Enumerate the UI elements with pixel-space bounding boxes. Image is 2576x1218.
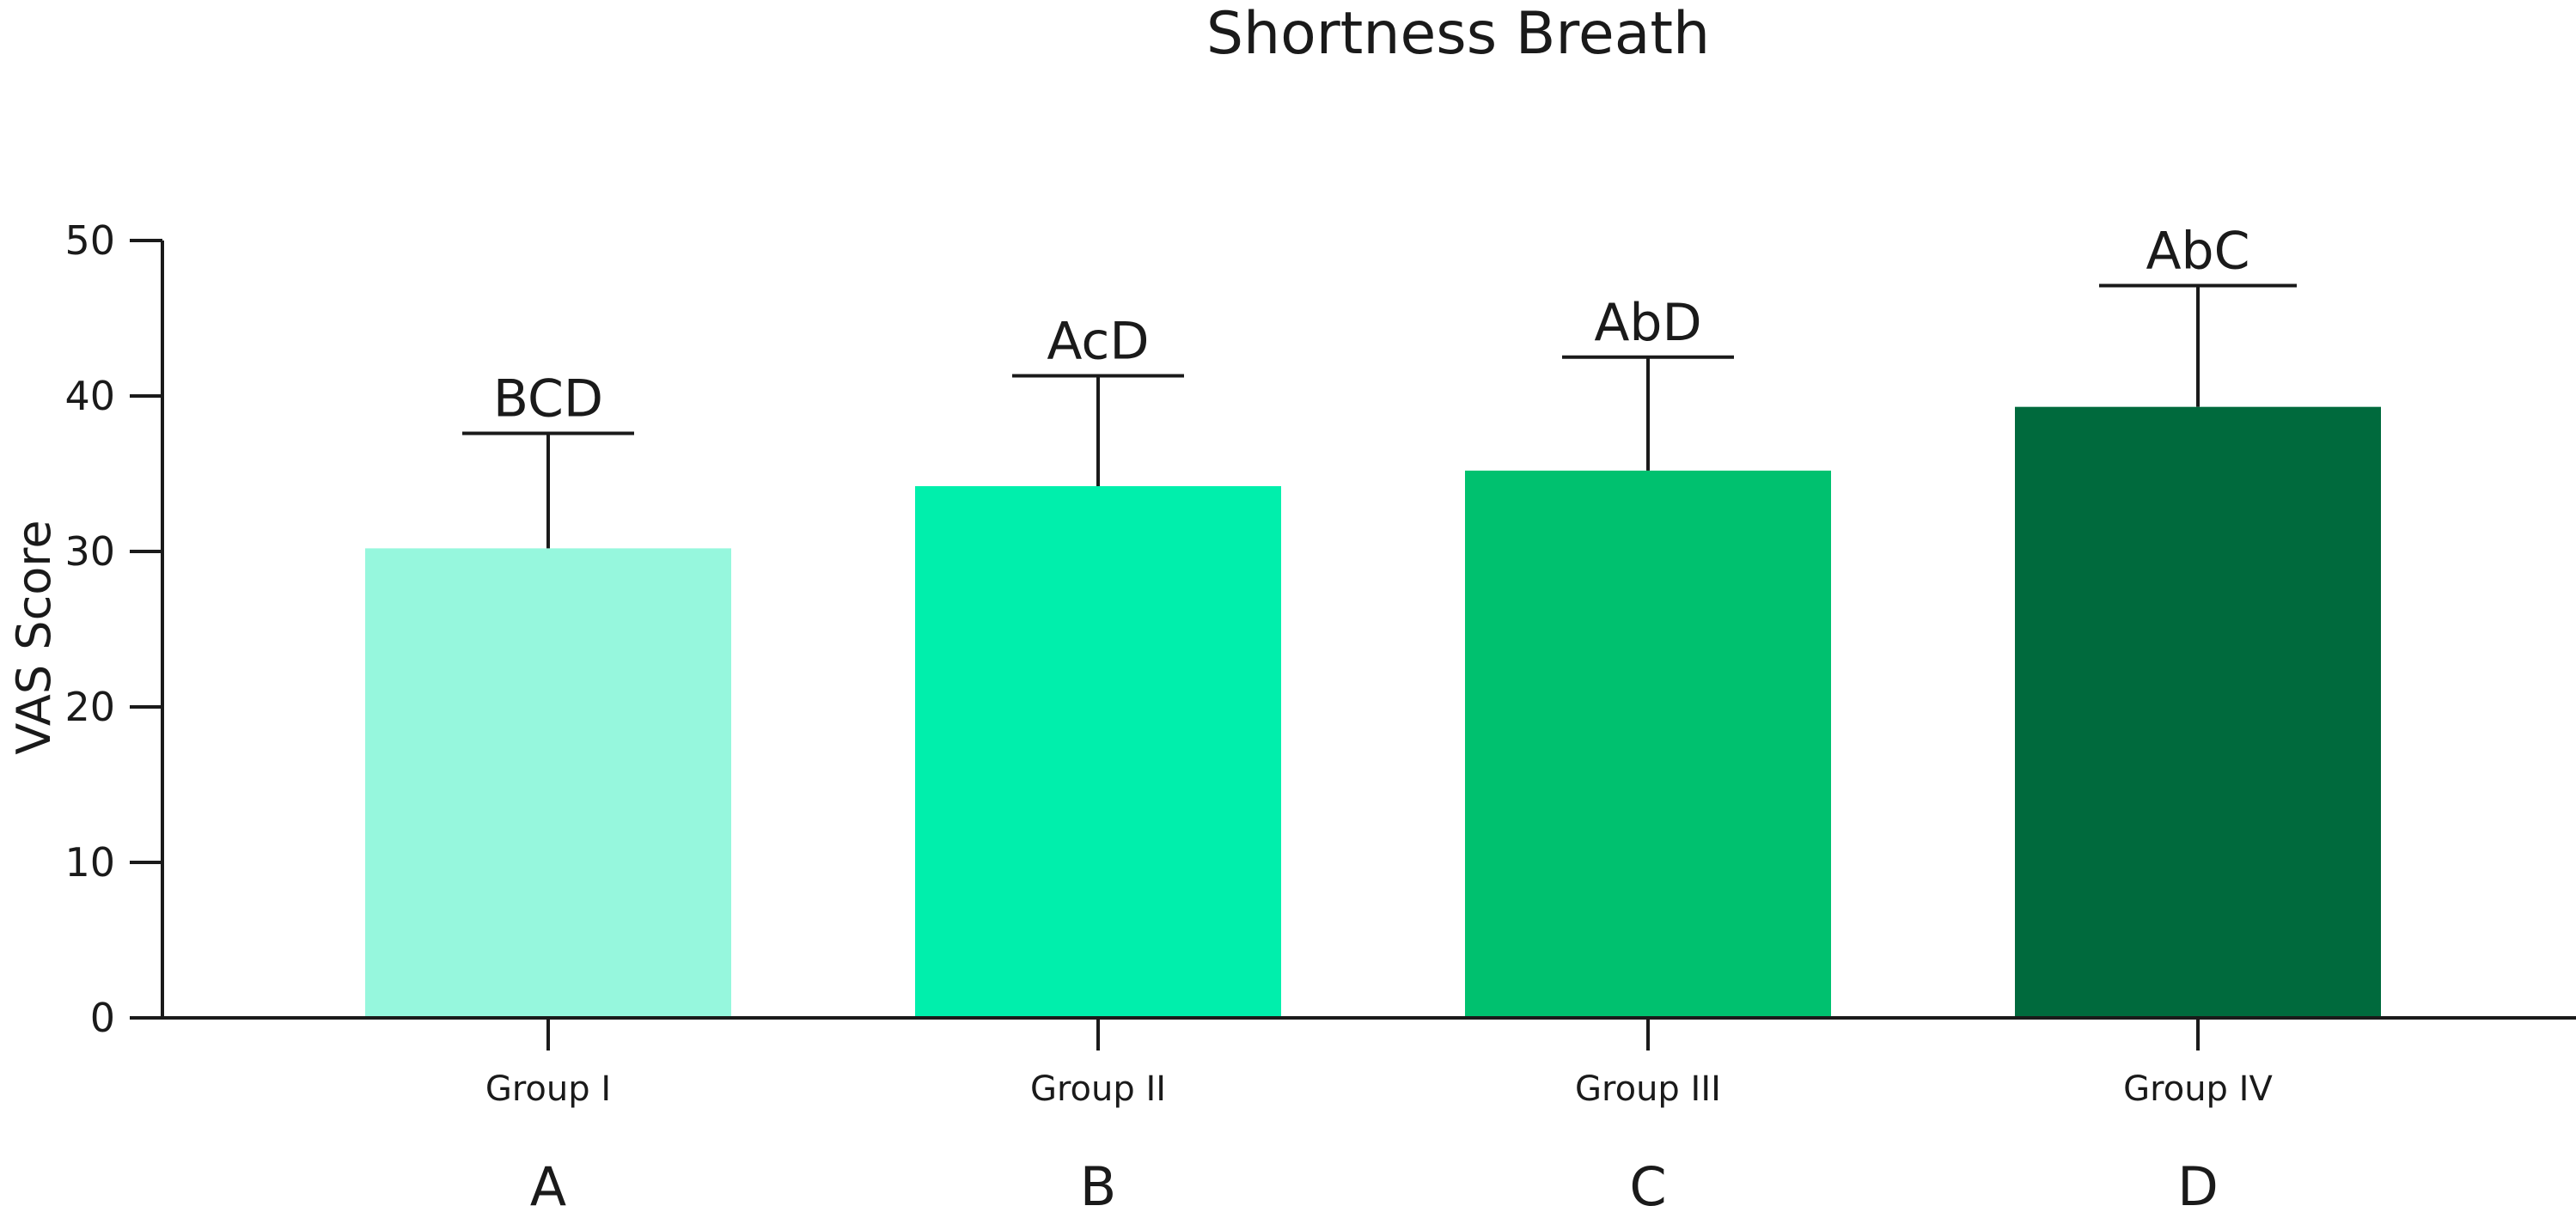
bars-layer xyxy=(365,406,2381,1018)
x-tick-label-4: Group IV xyxy=(2123,1069,2273,1109)
x-tick-label-1: Group I xyxy=(485,1069,611,1109)
significance-label-4: AbC xyxy=(2146,221,2249,281)
group-letter-3: C xyxy=(1629,1155,1666,1214)
y-tick-label-4: 40 xyxy=(64,373,115,419)
bar-1 xyxy=(365,548,731,1018)
y-ticks-layer: 0 10 20 30 40 50 xyxy=(64,217,162,1041)
x-tick-label-2: Group II xyxy=(1030,1069,1166,1109)
significance-labels-layer: BCD AcD AbD AbC xyxy=(493,221,2250,429)
significance-label-2: AcD xyxy=(1047,311,1149,371)
x-tick-label-3: Group III xyxy=(1575,1069,1721,1109)
error-bars-layer xyxy=(462,283,2297,549)
significance-label-3: AbD xyxy=(1594,293,1701,353)
chart-title: Shortness Breath xyxy=(1206,0,1710,68)
y-tick-label-1: 10 xyxy=(64,839,115,886)
significance-label-1: BCD xyxy=(493,368,603,429)
group-letter-4: D xyxy=(2177,1155,2219,1214)
y-tick-label-3: 30 xyxy=(64,528,115,575)
group-letter-2: B xyxy=(1080,1155,1117,1214)
y-tick-label-2: 20 xyxy=(64,684,115,730)
bar-2 xyxy=(915,485,1281,1018)
bar-3 xyxy=(1465,470,1831,1018)
x-ticks-layer: Group I A Group II B Group III C Group IV D xyxy=(485,1018,2273,1218)
y-axis-label: VAS Score xyxy=(7,520,61,754)
group-letter-1: A xyxy=(530,1155,566,1214)
y-tick-label-0: 0 xyxy=(90,995,115,1041)
axes-layer xyxy=(161,241,2576,1020)
y-tick-label-5: 50 xyxy=(64,217,115,264)
bar-4 xyxy=(2015,406,2381,1018)
